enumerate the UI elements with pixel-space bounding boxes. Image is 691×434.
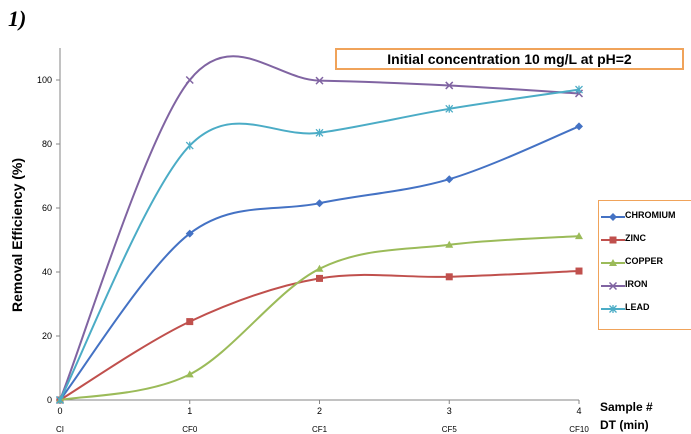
legend-label: CHROMIUM bbox=[625, 210, 676, 220]
data-point bbox=[185, 229, 194, 238]
y-axis-label: Removal Efficiency (%) bbox=[9, 158, 25, 312]
data-point bbox=[609, 259, 617, 266]
series-chromium bbox=[56, 122, 583, 404]
legend-label: LEAD bbox=[625, 302, 650, 312]
x-axis-label-sample: Sample # bbox=[600, 400, 653, 414]
y-tick-label: 80 bbox=[42, 139, 52, 149]
data-point bbox=[56, 396, 64, 404]
data-point bbox=[186, 318, 194, 326]
x-sample-label: CF10 bbox=[569, 425, 589, 434]
data-point bbox=[185, 141, 194, 150]
series-zinc bbox=[56, 267, 583, 404]
data-point bbox=[609, 305, 617, 313]
y-tick-label: 20 bbox=[42, 331, 52, 341]
series-line bbox=[59, 125, 580, 401]
data-point bbox=[445, 273, 453, 281]
data-point bbox=[185, 75, 194, 85]
x-sample-label: CF1 bbox=[312, 425, 328, 434]
data-point bbox=[316, 274, 323, 282]
series-lead bbox=[56, 85, 583, 404]
series-line bbox=[59, 88, 580, 401]
y-tick-label: 60 bbox=[42, 203, 52, 213]
series-copper bbox=[56, 232, 583, 403]
data-point bbox=[315, 199, 324, 208]
data-point bbox=[315, 128, 324, 137]
legend-item-copper: COPPER bbox=[599, 255, 691, 271]
data-point bbox=[445, 104, 454, 113]
x-tick-label: 4 bbox=[576, 406, 581, 416]
data-point bbox=[575, 267, 583, 275]
y-tick-label: 40 bbox=[42, 267, 52, 277]
data-point bbox=[575, 85, 583, 94]
x-axis-label: Sample # DT (min) bbox=[600, 398, 653, 434]
x-tick-label: 1 bbox=[187, 406, 192, 416]
legend-swatch bbox=[601, 213, 625, 221]
x-tick-label: 0 bbox=[57, 406, 62, 416]
chart-series bbox=[55, 55, 584, 405]
legend-label: COPPER bbox=[625, 256, 664, 266]
data-point bbox=[445, 175, 454, 184]
data-point bbox=[609, 213, 617, 221]
data-point bbox=[315, 76, 324, 85]
data-point bbox=[185, 370, 194, 378]
data-point bbox=[315, 264, 324, 272]
series-line bbox=[59, 235, 580, 401]
legend-swatch bbox=[601, 281, 625, 291]
chart-legend: CHROMIUM ZINC COPPER IRON LEAD bbox=[598, 200, 691, 330]
legend-item-chromium: CHROMIUM bbox=[599, 209, 691, 225]
x-sample-label: CF0 bbox=[182, 425, 198, 434]
legend-swatch bbox=[601, 236, 625, 244]
legend-item-zinc: ZINC bbox=[599, 232, 691, 248]
legend-swatch bbox=[601, 259, 625, 266]
x-sample-label: CF5 bbox=[442, 425, 458, 434]
chart-axes: 0 20 40 60 80 100 0 CI 1 CF0 2 CF1 3 CF5 4 CF10 bbox=[37, 48, 589, 434]
legend-item-iron: IRON bbox=[599, 278, 691, 294]
panel-label: 1) bbox=[8, 6, 27, 31]
data-point bbox=[445, 240, 454, 248]
legend-item-lead: LEAD bbox=[599, 301, 691, 317]
x-sample-label: CI bbox=[56, 425, 64, 434]
data-point bbox=[445, 81, 454, 90]
y-tick-label: 100 bbox=[37, 75, 52, 85]
x-axis-label-dt: DT (min) bbox=[600, 418, 649, 432]
legend-label: IRON bbox=[625, 279, 648, 289]
data-point bbox=[608, 281, 618, 291]
data-point bbox=[575, 122, 583, 131]
x-tick-label: 3 bbox=[447, 406, 452, 416]
data-point bbox=[609, 236, 617, 244]
chart-title: Initial concentration 10 mg/L at pH=2 bbox=[335, 48, 684, 70]
series-line bbox=[59, 55, 580, 401]
data-point bbox=[575, 232, 583, 240]
legend-label: ZINC bbox=[625, 233, 646, 243]
x-tick-label: 2 bbox=[317, 406, 322, 416]
y-tick-label: 0 bbox=[47, 395, 52, 405]
legend-swatch bbox=[601, 305, 625, 313]
